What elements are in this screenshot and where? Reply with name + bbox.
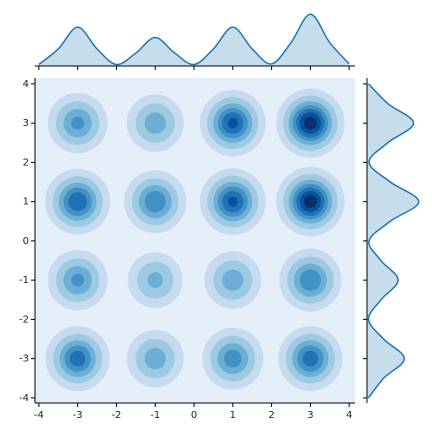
contour	[147, 272, 163, 288]
y-tick-label: 1	[23, 197, 29, 208]
contour	[222, 269, 244, 291]
y-tick-label: -2	[19, 314, 29, 325]
contour	[303, 195, 317, 209]
x-tick-label: 3	[307, 410, 313, 421]
x-tick-label: -4	[34, 410, 44, 421]
x-tick-label: -1	[150, 410, 160, 421]
contour	[303, 116, 317, 130]
contour	[302, 350, 319, 367]
y-tick-label: 4	[23, 79, 29, 90]
contour	[223, 349, 242, 368]
contour	[299, 269, 321, 291]
x-tick-label: 4	[346, 410, 352, 421]
y-tick-label: -3	[19, 354, 29, 365]
contours	[45, 88, 345, 392]
contour	[71, 116, 85, 130]
contour	[69, 350, 86, 367]
x-tick-label: 1	[230, 410, 236, 421]
x-tick-label: 2	[268, 410, 274, 421]
marginal-line	[38, 13, 350, 66]
marginal-area	[367, 83, 419, 398]
contour	[227, 196, 238, 207]
y-tick-label: 3	[23, 118, 29, 129]
x-tick-label: -3	[73, 410, 83, 421]
x-tick-label: -2	[111, 410, 121, 421]
contour	[71, 273, 85, 287]
y-tick-label: -1	[19, 275, 29, 286]
contour	[227, 118, 238, 129]
contour	[144, 112, 166, 134]
contour	[68, 192, 87, 212]
contour	[144, 190, 166, 213]
marginal-area	[38, 14, 350, 66]
x-tick-label: 0	[191, 410, 197, 421]
marginal-line	[367, 83, 420, 399]
y-tick-label: -4	[19, 393, 29, 404]
contour	[144, 347, 166, 370]
y-tick-label: 2	[23, 157, 29, 168]
y-tick-label: 0	[23, 236, 29, 247]
